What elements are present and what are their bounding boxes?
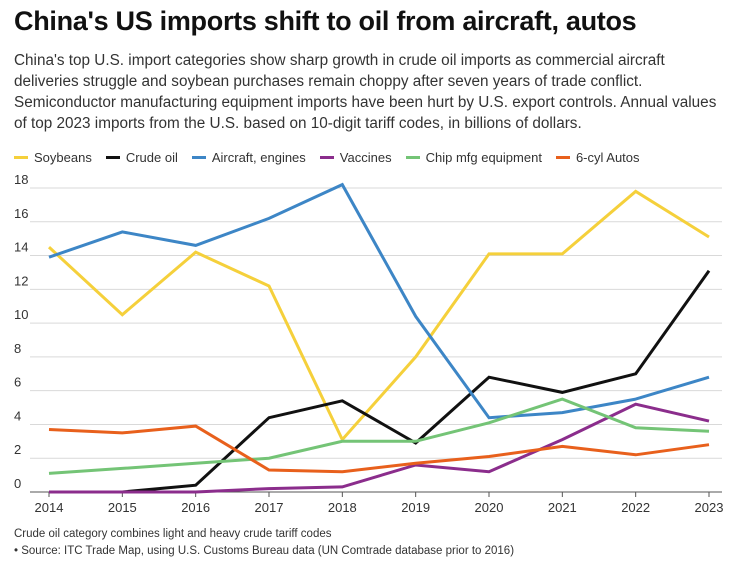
y-tick-label: 12: [14, 273, 28, 288]
chart-source: • Source: ITC Trade Map, using U.S. Cust…: [14, 545, 515, 557]
legend-item: Soybeans: [14, 150, 92, 165]
series-line-aircraft-engines: [48, 182, 710, 420]
line-chart: 0 2 4 6 8 10 12 14 16 18 2014 2015 2016 2017 2018 2019 2…: [14, 172, 724, 515]
x-tick-label: 2022: [621, 500, 650, 515]
y-tick-label: 0: [14, 476, 21, 491]
legend-label: Soybeans: [34, 150, 92, 165]
x-tick-label: 2015: [108, 500, 137, 515]
legend-swatch: [191, 156, 206, 159]
chart-legend: Soybeans Crude oil Aircraft, engines Vaccin…: [14, 150, 654, 165]
legend-swatch: [555, 156, 570, 159]
chart-subtitle: China's top U.S. import categories show …: [14, 52, 717, 132]
y-tick-label: 8: [14, 341, 21, 356]
x-tick-label: 2017: [255, 500, 284, 515]
legend-swatch: [14, 156, 28, 159]
series-line-crude-oil: [49, 269, 711, 494]
legend-label: Chip mfg equipment: [425, 150, 542, 165]
series-line-chip-mfg-equipment: [48, 397, 710, 475]
series-line-vaccines: [49, 402, 710, 494]
legend-label: Crude oil: [125, 150, 178, 165]
y-tick-label: 10: [14, 307, 28, 322]
y-tick-label: 2: [14, 442, 21, 457]
chart-note: Crude oil category combines light and he…: [14, 528, 332, 540]
legend-item: Chip mfg equipment: [405, 150, 542, 165]
legend-label: Aircraft, engines: [211, 150, 306, 165]
x-tick-label: 2021: [548, 500, 577, 515]
legend-swatch: [405, 156, 420, 159]
x-tick-label: 2018: [328, 500, 357, 515]
series-line-6-cyl-autos: [48, 424, 710, 474]
x-tick-label: 2016: [181, 500, 210, 515]
chart-title: China's US imports shift to oil from air…: [14, 6, 637, 36]
x-tick-label: 2023: [695, 500, 724, 515]
legend-item: Crude oil: [105, 150, 178, 165]
legend-label: Vaccines: [339, 150, 392, 165]
x-tick-label: 2020: [475, 500, 504, 515]
y-tick-label: 14: [14, 240, 28, 255]
legend-item: Vaccines: [319, 150, 392, 165]
legend-swatch: [105, 156, 120, 159]
y-tick-label: 4: [14, 408, 21, 423]
legend-label: 6-cyl Autos: [575, 150, 640, 165]
y-tick-label: 18: [14, 172, 28, 187]
x-tick-label: 2014: [35, 500, 64, 515]
x-tick-label: 2019: [401, 500, 430, 515]
legend-item: 6-cyl Autos: [555, 150, 640, 165]
y-tick-label: 16: [14, 206, 28, 221]
series-line-soybeans: [47, 189, 710, 443]
legend-swatch: [319, 156, 334, 159]
legend-item: Aircraft, engines: [191, 150, 306, 165]
y-tick-label: 6: [14, 375, 21, 390]
